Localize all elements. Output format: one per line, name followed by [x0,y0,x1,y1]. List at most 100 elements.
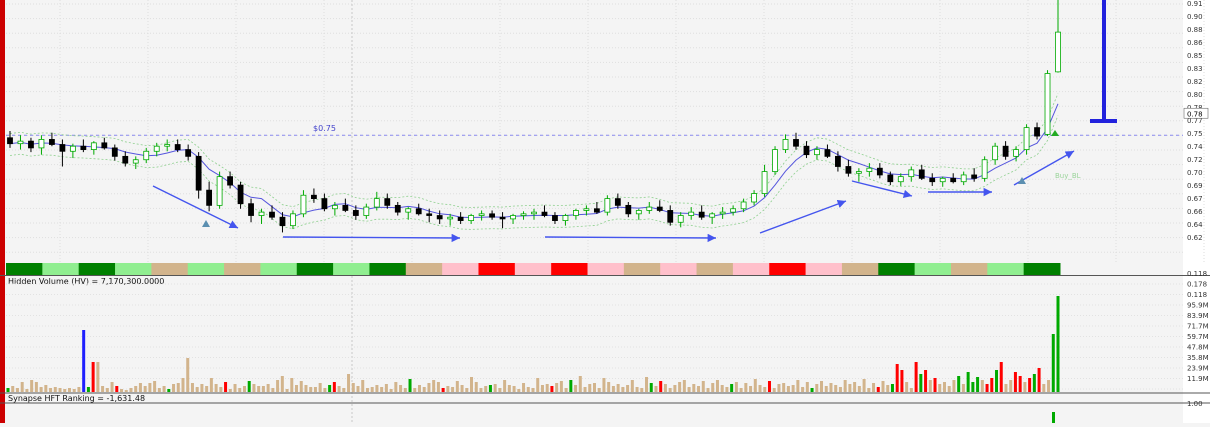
volume-bar [110,382,114,392]
volume-bar [157,388,161,392]
volume-bar [1032,374,1036,392]
volume-bar [224,382,228,392]
candle-body [845,166,852,174]
candle-body [447,216,454,220]
volume-bar [309,387,313,392]
volume-bar [129,388,133,392]
volume-bar [96,362,100,392]
candle-body [17,140,24,145]
volume-bar [720,385,724,392]
volume-bar [976,377,980,392]
volume-bar [786,386,790,392]
hft-tick-label: 1.00 [1187,400,1203,408]
volume-bar [540,385,544,392]
volume-bar [347,374,351,392]
volume-bar [53,387,57,392]
volume-bar [252,384,256,392]
volume-bar [597,388,601,392]
candle-body [751,193,757,203]
volume-bar [488,385,492,392]
candle-body [436,215,443,220]
volume-bar [242,386,246,392]
volume-bar [11,386,15,392]
volume-bar [947,386,951,392]
volume-bar [777,384,781,392]
volume-bar [914,362,918,392]
price-tick-label: 0.83 [1187,65,1203,73]
volume-bar [143,386,147,392]
candle-body [918,169,925,179]
price-tick-label: 0.72 [1187,156,1203,164]
candle-body [531,211,537,215]
volume-bar [909,388,913,392]
volume-bar [342,388,346,392]
trend-strip-segment [950,263,988,275]
volume-bar [72,389,76,392]
reference-line-label: $0.75 [313,124,336,133]
trend-strip-segment [78,263,116,275]
candle-body [258,211,265,216]
price-tick-label: 0.74 [1187,143,1203,151]
envelope-upper [9,93,1059,208]
volume-bar [105,388,109,392]
volume-bar [588,384,592,392]
volume-bar [550,386,554,392]
volume-bar [436,382,440,392]
volume-tick-label: 59.7M [1187,333,1209,341]
volume-bar [276,380,280,392]
trend-strip-segment [587,263,625,275]
volume-tick-label: 23.9M [1187,365,1209,373]
candle-body [1002,145,1009,157]
volume-bar [39,387,43,392]
volume-bar [512,386,516,392]
volume-bar [148,383,152,392]
volume-tick-label: 47.8M [1187,344,1209,352]
volume-bar [592,383,596,392]
candle-body [80,145,87,150]
volume-bar [753,379,757,392]
candle-body [908,169,915,178]
candle-body [835,155,841,167]
last-price-label: 0.78 [1187,110,1203,118]
price-tick-label: 0.82 [1187,78,1203,86]
volume-bar [200,384,204,392]
volume-bar [881,381,885,392]
price-tick-label: 0.91 [1187,0,1203,8]
candle-body [111,147,118,157]
candle-body [688,211,695,216]
trend-strip-segment [769,263,807,275]
volume-bar [890,384,894,392]
candle-body [1013,149,1019,157]
volume-bar [668,388,672,392]
volume-bar [933,378,937,392]
candle-body [730,208,737,213]
candle-body [69,145,76,152]
trend-strip-segment [224,263,261,275]
candle-body [939,177,946,183]
volume-bar [337,386,341,392]
volume-bar [616,384,620,392]
candle-body [101,142,108,149]
volume-bar [853,382,857,392]
volume-bar [190,383,194,392]
trend-strip-segment [841,263,879,275]
volume-bar [1047,380,1051,392]
candle-body [28,140,34,149]
volume-bar [394,382,398,392]
volume-bar [872,383,876,392]
volume-bar [810,388,814,392]
trend-strip-segment [296,263,334,275]
volume-bar [238,388,242,392]
candle-body [216,176,223,206]
trend-arrow [851,180,913,199]
volume-bar [645,377,649,392]
volume-bar [767,381,771,392]
candle-body [342,204,349,211]
candle-body [363,206,370,216]
trend-arrow [759,199,847,234]
volume-bar [484,386,488,392]
trend-strip-segment [405,263,443,275]
volume-bar [739,388,743,392]
price-tick-label: 0.90 [1187,13,1203,21]
